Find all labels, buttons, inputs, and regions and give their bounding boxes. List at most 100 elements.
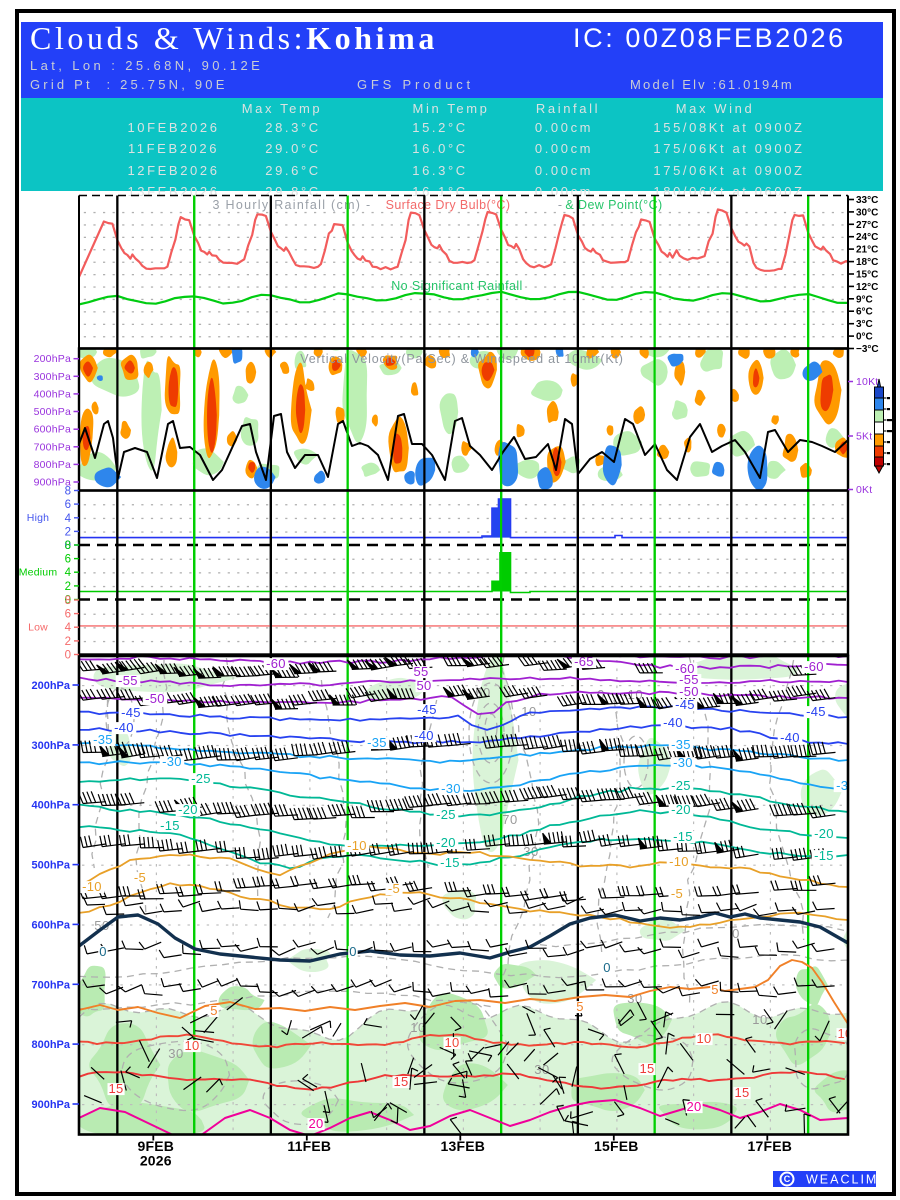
svg-text:-55: -55 <box>679 672 699 687</box>
svg-text:0: 0 <box>65 650 71 662</box>
svg-text:-40: -40 <box>114 720 134 735</box>
svg-text:20: 20 <box>308 1116 323 1131</box>
svg-text:-65: -65 <box>574 654 594 669</box>
svg-text:-25: -25 <box>671 778 691 793</box>
svg-text:High: High <box>27 512 49 524</box>
svg-text:-60: -60 <box>675 661 695 676</box>
svg-text:200hPa: 200hPa <box>34 353 71 365</box>
svg-text:-25: -25 <box>191 771 211 786</box>
svg-text:2: 2 <box>65 526 71 538</box>
svg-text:18°C: 18°C <box>856 257 878 268</box>
svg-text:WEACLIM: WEACLIM <box>806 1173 876 1187</box>
svg-text:-35: -35 <box>93 732 113 747</box>
svg-text:-35: -35 <box>671 737 691 752</box>
svg-text:5: 5 <box>576 999 584 1014</box>
svg-text:6: 6 <box>65 554 71 566</box>
svg-text:3°C: 3°C <box>856 319 873 330</box>
svg-text:55: 55 <box>413 664 428 679</box>
svg-text:-30: -30 <box>162 754 182 769</box>
svg-text:6: 6 <box>65 609 71 621</box>
svg-text:5: 5 <box>210 1003 218 1018</box>
svg-text:5Kt: 5Kt <box>856 431 872 443</box>
svg-text:5: 5 <box>711 982 719 997</box>
svg-text:-60: -60 <box>804 659 824 674</box>
svg-text:-45: -45 <box>121 705 141 720</box>
svg-text:-20: -20 <box>814 826 834 841</box>
svg-text:0: 0 <box>99 944 107 959</box>
svg-text:900hPa: 900hPa <box>34 477 71 489</box>
svg-text:10: 10 <box>410 1020 425 1035</box>
svg-text:6°C: 6°C <box>856 307 873 318</box>
svg-text:17FEB: 17FEB <box>748 1138 793 1154</box>
svg-text:30°C: 30°C <box>856 207 878 218</box>
svg-text:300hPa: 300hPa <box>34 371 71 383</box>
svg-text:50: 50 <box>416 678 431 693</box>
svg-text:300hPa: 300hPa <box>31 740 70 752</box>
svg-text:900hPa: 900hPa <box>31 1099 70 1111</box>
svg-text:-35: -35 <box>367 735 387 750</box>
svg-text:-5: -5 <box>134 870 146 885</box>
svg-text:30: 30 <box>168 1046 183 1061</box>
svg-text:0°C: 0°C <box>856 332 873 343</box>
svg-text:15: 15 <box>108 1081 123 1096</box>
svg-text:-60: -60 <box>266 656 286 671</box>
svg-text:10: 10 <box>184 1038 199 1053</box>
svg-text:4: 4 <box>65 567 72 579</box>
svg-text:4: 4 <box>65 622 72 634</box>
svg-text:27°C: 27°C <box>856 220 878 231</box>
svg-text:-30: -30 <box>673 755 693 770</box>
svg-text:12°C: 12°C <box>856 282 878 293</box>
svg-text:500hPa: 500hPa <box>34 406 71 418</box>
svg-text:33°C: 33°C <box>856 195 878 206</box>
svg-text:400hPa: 400hPa <box>31 800 70 812</box>
svg-text:24°C: 24°C <box>856 232 878 243</box>
svg-text:-20: -20 <box>436 835 456 850</box>
svg-text:-40: -40 <box>414 728 434 743</box>
svg-text:Surface Dry Bulb(°C): Surface Dry Bulb(°C) <box>386 198 511 212</box>
svg-text:-30: -30 <box>441 781 461 796</box>
svg-text:600hPa: 600hPa <box>31 919 70 931</box>
svg-text:8: 8 <box>65 540 71 552</box>
svg-text:13FEB: 13FEB <box>441 1138 486 1154</box>
svg-text:-55: -55 <box>118 673 138 688</box>
svg-text:0: 0 <box>65 540 71 552</box>
svg-text:0: 0 <box>603 960 611 975</box>
svg-text:-10: -10 <box>347 838 367 853</box>
svg-text:No Significant Rainfall: No Significant Rainfall <box>391 279 522 293</box>
svg-text:8: 8 <box>65 595 71 607</box>
svg-text:0: 0 <box>732 926 740 941</box>
svg-text:800hPa: 800hPa <box>31 1039 70 1051</box>
svg-text:10: 10 <box>444 1035 459 1050</box>
svg-text:-: - <box>558 198 562 212</box>
svg-text:6: 6 <box>65 499 71 511</box>
svg-text:11FEB: 11FEB <box>287 1138 331 1154</box>
svg-text:200hPa: 200hPa <box>31 680 70 692</box>
svg-text:2: 2 <box>65 581 71 593</box>
svg-text:400hPa: 400hPa <box>34 388 71 400</box>
svg-text:Low: Low <box>28 622 48 634</box>
svg-text:3 Hourly Rainfall (cm) -: 3 Hourly Rainfall (cm) - <box>212 198 371 212</box>
svg-text:-15: -15 <box>814 848 834 863</box>
svg-text:-15: -15 <box>673 829 693 844</box>
svg-text:10: 10 <box>752 1012 767 1027</box>
svg-text:500hPa: 500hPa <box>31 860 70 872</box>
svg-text:-10: -10 <box>82 879 102 894</box>
svg-text:-10: -10 <box>669 854 689 869</box>
svg-text:0: 0 <box>65 595 71 607</box>
svg-text:10Kt: 10Kt <box>856 376 878 388</box>
svg-text:-30: -30 <box>836 778 856 793</box>
svg-text:-20: -20 <box>671 802 691 817</box>
svg-text:15FEB: 15FEB <box>594 1138 639 1154</box>
svg-text:9°C: 9°C <box>856 294 873 305</box>
svg-text:10: 10 <box>521 704 536 719</box>
svg-text:Vertical Velocity(Pa/Sec) & Wi: Vertical Velocity(Pa/Sec) & Windspeed at… <box>300 352 623 366</box>
svg-text:20: 20 <box>686 1099 701 1114</box>
svg-text:-5: -5 <box>388 881 400 896</box>
svg-text:-45: -45 <box>806 704 826 719</box>
svg-text:10: 10 <box>696 1031 711 1046</box>
svg-text:10: 10 <box>837 1026 852 1041</box>
svg-text:-15: -15 <box>160 818 180 833</box>
svg-text:70: 70 <box>502 812 517 827</box>
svg-text:& Dew Point(°C): & Dew Point(°C) <box>565 198 662 212</box>
svg-text:-5: -5 <box>671 886 683 901</box>
